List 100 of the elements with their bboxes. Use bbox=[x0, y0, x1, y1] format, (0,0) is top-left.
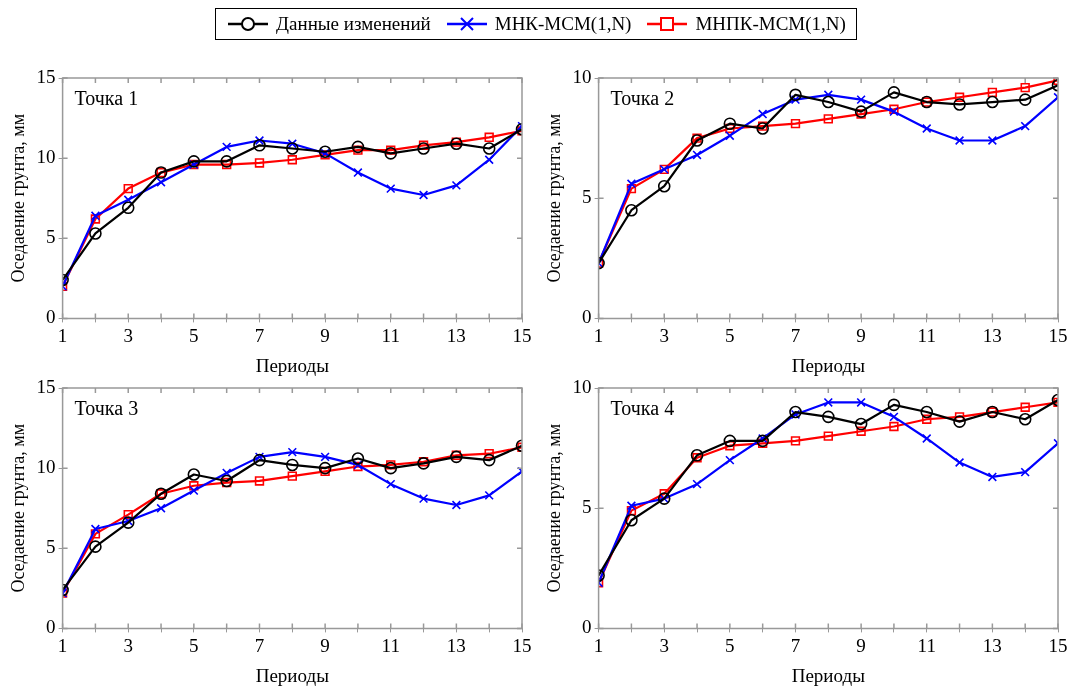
point bbox=[1018, 93, 1032, 106]
point bbox=[418, 140, 429, 150]
x-tick-label: 11 bbox=[917, 324, 936, 346]
point bbox=[123, 183, 133, 194]
point bbox=[625, 203, 638, 217]
y-tick-label: 0 bbox=[46, 616, 56, 638]
point bbox=[626, 179, 637, 189]
x-tick-label: 3 bbox=[659, 324, 669, 346]
point bbox=[954, 457, 965, 468]
legend-label: МНК-МСМ(1,N) bbox=[494, 13, 632, 35]
point bbox=[386, 145, 396, 155]
point bbox=[723, 117, 737, 130]
point bbox=[889, 421, 899, 432]
point bbox=[386, 460, 396, 470]
point bbox=[887, 398, 901, 412]
y-tick-label: 0 bbox=[582, 616, 592, 638]
x-tick-label: 11 bbox=[917, 634, 936, 656]
x-tick-label: 11 bbox=[381, 634, 400, 656]
x-tick-label: 7 bbox=[254, 324, 265, 346]
point bbox=[384, 461, 398, 475]
point bbox=[789, 405, 802, 419]
point bbox=[823, 431, 833, 441]
x-tick-label: 3 bbox=[659, 634, 669, 656]
x-tick-label: 15 bbox=[512, 324, 532, 346]
x-axis-title: Периоды bbox=[791, 354, 866, 376]
point bbox=[856, 426, 866, 436]
y-tick-label: 5 bbox=[46, 226, 56, 248]
x-tick-label: 15 bbox=[1048, 634, 1068, 656]
point bbox=[89, 227, 102, 240]
point bbox=[386, 183, 396, 194]
point bbox=[451, 500, 462, 510]
x-tick-label: 9 bbox=[320, 324, 330, 346]
x-tick-label: 13 bbox=[446, 634, 466, 656]
point bbox=[1020, 467, 1030, 477]
x-tick-label: 3 bbox=[123, 634, 133, 656]
y-axis-title: Оседаение грунта, мм bbox=[543, 113, 564, 283]
text: Точка 2 bbox=[610, 87, 675, 110]
point bbox=[287, 155, 297, 165]
x-tick-label: 3 bbox=[123, 324, 133, 346]
point bbox=[725, 441, 735, 451]
x-tick-label: 1 bbox=[593, 324, 604, 346]
point bbox=[484, 449, 494, 459]
point bbox=[954, 135, 965, 146]
point bbox=[187, 155, 201, 168]
point bbox=[353, 145, 363, 155]
point bbox=[657, 179, 671, 193]
point bbox=[725, 131, 735, 141]
point bbox=[221, 142, 232, 152]
point bbox=[756, 122, 769, 135]
point bbox=[922, 414, 932, 424]
point bbox=[987, 87, 998, 98]
point bbox=[418, 493, 429, 504]
x-tick-label: 5 bbox=[189, 324, 199, 346]
legend-label: Данные изменений bbox=[276, 13, 431, 35]
x-tick-label: 15 bbox=[512, 634, 532, 656]
point bbox=[353, 167, 363, 178]
text: Точка 3 bbox=[74, 397, 139, 420]
x-axis-title: Периоды bbox=[255, 664, 330, 686]
point bbox=[287, 447, 297, 457]
x-tick-label: 13 bbox=[982, 324, 1002, 346]
x-tick-label: 9 bbox=[856, 324, 866, 346]
text: Точка 1 bbox=[74, 87, 139, 110]
x-tick-label: 9 bbox=[320, 634, 330, 656]
x-tick-label: 9 bbox=[856, 634, 866, 656]
x-tick-label: 7 bbox=[790, 634, 801, 656]
x-tick-label: 1 bbox=[57, 324, 68, 346]
point bbox=[253, 453, 266, 467]
y-tick-label: 5 bbox=[582, 186, 592, 208]
y-axis-title: Оседаение грунта, мм bbox=[543, 423, 564, 593]
point bbox=[484, 132, 494, 142]
point bbox=[221, 468, 232, 478]
point bbox=[856, 94, 866, 105]
y-tick-label: 10 bbox=[36, 456, 56, 478]
point bbox=[887, 86, 901, 99]
point bbox=[954, 92, 965, 102]
y-tick-label: 10 bbox=[572, 375, 592, 397]
point bbox=[121, 201, 135, 215]
point bbox=[484, 490, 494, 501]
point bbox=[189, 481, 199, 491]
y-tick-label: 15 bbox=[36, 65, 56, 87]
x-tick-label: 7 bbox=[254, 634, 265, 656]
point bbox=[89, 540, 102, 553]
y-tick-label: 15 bbox=[36, 375, 56, 397]
y-tick-label: 5 bbox=[46, 536, 56, 558]
text: Точка 4 bbox=[610, 397, 675, 420]
x-tick-label: 7 bbox=[790, 324, 801, 346]
point bbox=[484, 155, 494, 165]
point bbox=[690, 449, 704, 462]
point bbox=[451, 450, 462, 460]
x-tick-label: 5 bbox=[725, 634, 735, 656]
point bbox=[220, 155, 233, 168]
y-tick-label: 10 bbox=[36, 146, 56, 168]
point bbox=[156, 177, 166, 187]
point bbox=[953, 415, 966, 428]
point bbox=[90, 529, 101, 539]
point bbox=[692, 479, 702, 489]
point bbox=[254, 158, 265, 168]
point bbox=[386, 479, 396, 489]
point bbox=[692, 133, 702, 143]
y-axis-title: Оседаение грунта, мм bbox=[7, 423, 28, 593]
